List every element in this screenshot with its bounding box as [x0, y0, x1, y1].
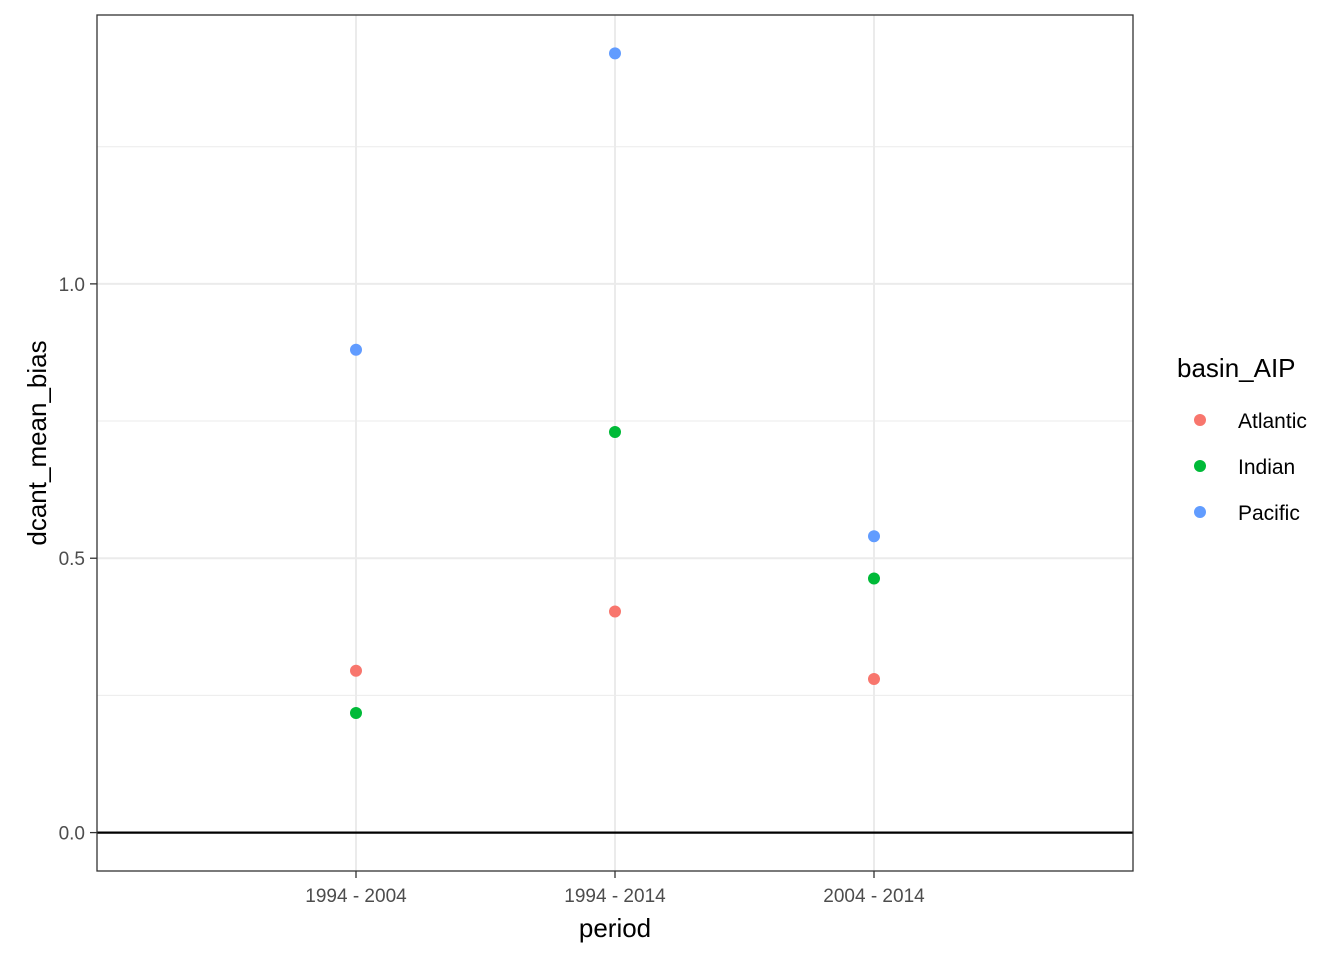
y-tick-label: 0.0 — [59, 824, 85, 845]
x-axis: 1994 - 2004 1994 - 2014 2004 - 2014 — [305, 871, 925, 907]
point-atlantic-3 — [868, 672, 880, 685]
legend-key-pacific — [1194, 506, 1206, 518]
legend-title: basin_AIP — [1177, 353, 1296, 383]
y-axis-title: dcant_mean_bias — [22, 340, 52, 545]
point-indian-2 — [609, 426, 621, 439]
y-tick-label: 1.0 — [59, 275, 85, 296]
legend-label-atlantic: Atlantic — [1238, 410, 1307, 433]
legend-key-indian — [1194, 460, 1206, 472]
y-tick-label: 0.5 — [59, 549, 85, 570]
legend-label-pacific: Pacific — [1238, 502, 1300, 525]
legend: basin_AIP Atlantic Indian Pacific — [1177, 353, 1307, 525]
data-points — [350, 47, 880, 719]
point-indian-3 — [868, 572, 880, 585]
y-axis: 0.0 0.5 1.0 — [59, 275, 97, 845]
legend-key-atlantic — [1194, 414, 1206, 426]
x-tick-label: 1994 - 2014 — [564, 886, 666, 907]
x-axis-title: period — [579, 913, 651, 943]
legend-label-indian: Indian — [1238, 456, 1295, 479]
x-tick-label: 2004 - 2014 — [823, 886, 925, 907]
point-pacific-2 — [609, 47, 621, 60]
point-pacific-1 — [350, 343, 362, 356]
gridlines — [97, 15, 1133, 871]
point-atlantic-2 — [609, 605, 621, 618]
point-indian-1 — [350, 706, 362, 719]
x-tick-label: 1994 - 2004 — [305, 886, 407, 907]
point-atlantic-1 — [350, 664, 362, 677]
point-pacific-3 — [868, 530, 880, 543]
